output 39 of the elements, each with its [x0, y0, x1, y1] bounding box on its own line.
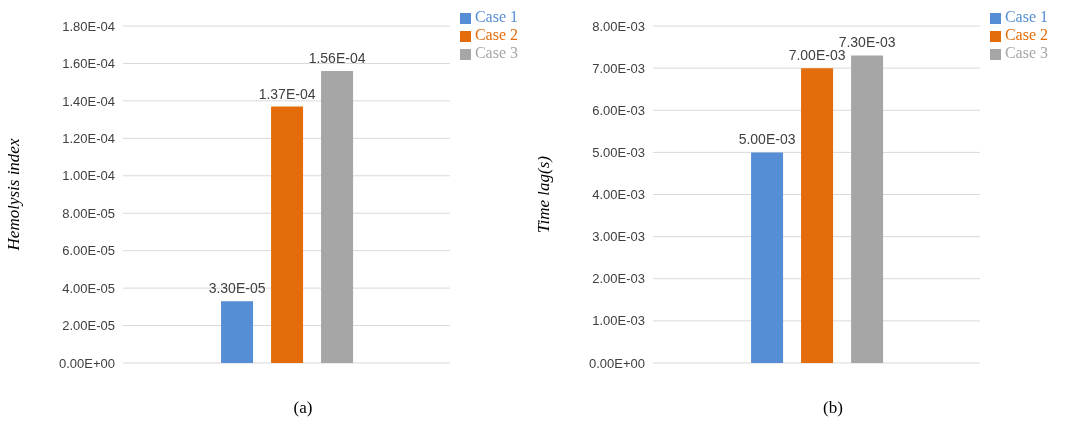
bar [271, 106, 304, 363]
y-tick-label: 7.00E-03 [592, 60, 645, 76]
bar [851, 55, 884, 363]
y-tick-label: 0.00E+00 [588, 355, 645, 371]
legend-label: Case 3 [474, 44, 518, 61]
y-tick-label: 1.00E-03 [592, 313, 645, 329]
legend-label: Case 2 [474, 26, 518, 43]
x-axis-title: (a) [292, 398, 314, 418]
bar [801, 68, 834, 363]
data-label: 1.37E-04 [258, 85, 316, 102]
y-tick-label: 6.00E-03 [592, 102, 645, 118]
y-tick-label: 4.00E-03 [592, 187, 645, 203]
y-tick-label: 1.80E-04 [62, 18, 115, 34]
y-tick-label: 8.00E-05 [62, 205, 115, 221]
data-label: 1.56E-04 [308, 49, 366, 66]
y-tick-label: 0.00E+00 [58, 355, 115, 371]
y-tick-label: 4.00E-05 [62, 280, 115, 296]
legend-label: Case 2 [1004, 26, 1048, 43]
data-label: 3.30E-05 [208, 280, 266, 297]
y-tick-label: 2.00E-03 [592, 271, 645, 287]
y-axis-title: Hemolysis index [4, 138, 24, 252]
legend-label: Case 1 [1004, 8, 1048, 25]
y-axis-title: Time lag(s) [534, 155, 554, 233]
bar [751, 152, 784, 363]
x-axis-title: (b) [822, 398, 844, 418]
y-tick-label: 6.00E-05 [62, 243, 115, 259]
y-tick-label: 1.60E-04 [62, 56, 115, 72]
y-tick-label: 1.00E-04 [62, 168, 115, 184]
y-tick-label: 1.20E-04 [62, 130, 115, 146]
y-tick-label: 5.00E-03 [592, 144, 645, 160]
legend-label: Case 3 [1004, 44, 1048, 61]
y-tick-label: 2.00E-05 [62, 318, 115, 334]
bar [321, 70, 354, 363]
y-tick-label: 1.40E-04 [62, 93, 115, 109]
bar [221, 301, 254, 363]
y-tick-label: 3.00E-03 [592, 229, 645, 245]
y-tick-label: 8.00E-03 [592, 18, 645, 34]
legend-label: Case 1 [474, 8, 518, 25]
data-label: 5.00E-03 [738, 131, 796, 148]
